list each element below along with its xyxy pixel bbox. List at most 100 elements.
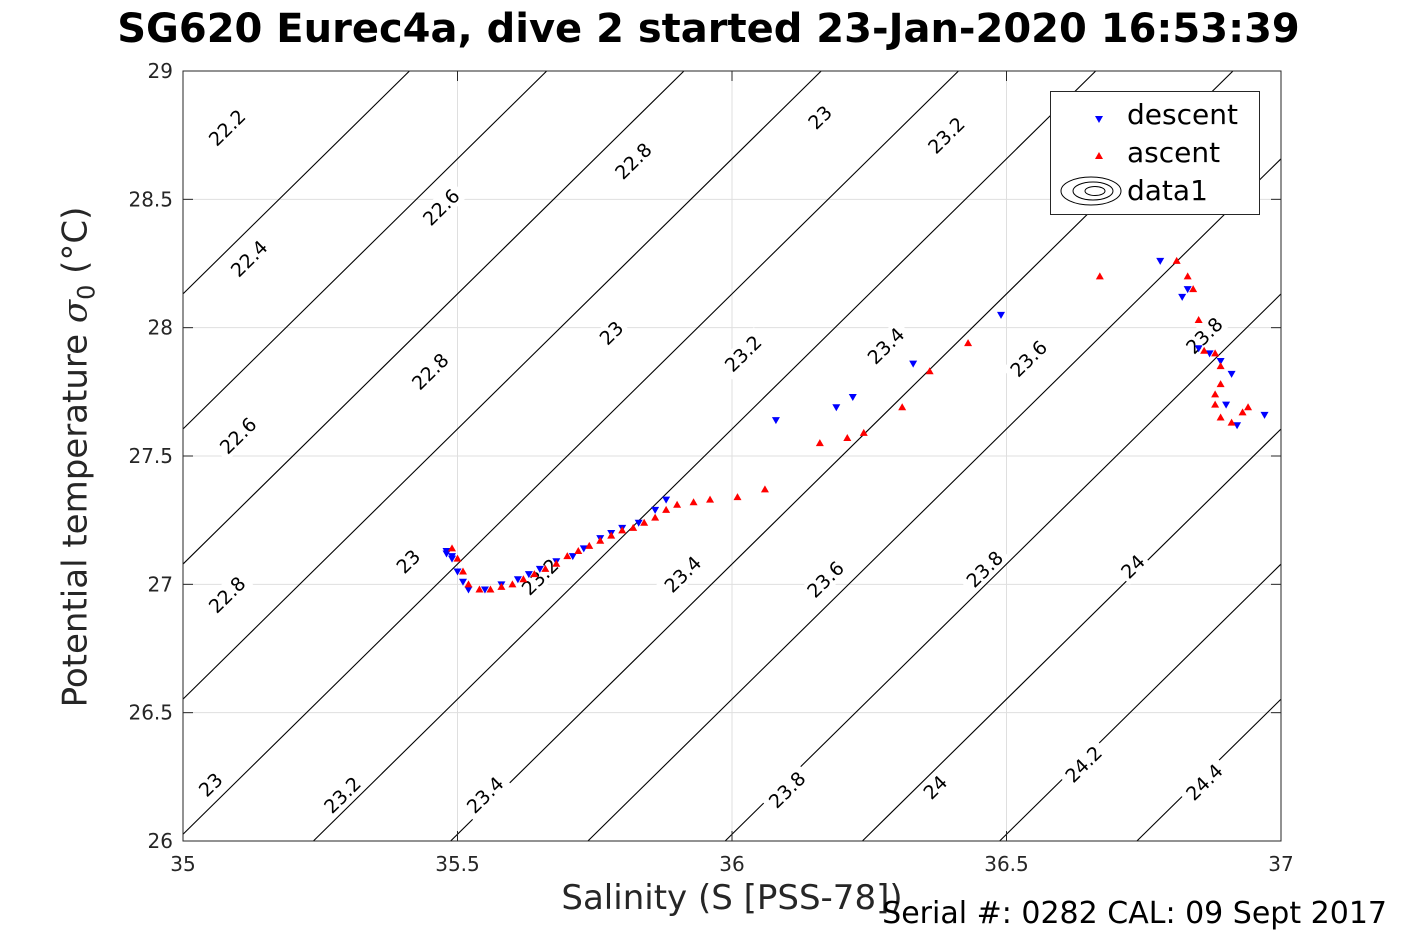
isopycnal-line: [183, 71, 959, 836]
descent-point: [442, 550, 451, 558]
descent-point: [480, 586, 489, 594]
contour-label-bg: [513, 550, 567, 603]
ascent-point: [1183, 272, 1192, 280]
descent-point: [448, 555, 457, 563]
ascent-point: [1227, 418, 1236, 426]
contour-label-bg: [592, 314, 630, 352]
descent-point: [1222, 401, 1231, 409]
isopycnal-line: [1136, 698, 1281, 841]
ascent-point: [552, 559, 561, 567]
y-tick-label: 28.5: [128, 187, 173, 211]
ascent-point: [859, 428, 868, 436]
descent-point: [1260, 411, 1269, 419]
isopycnal-line: [183, 71, 548, 430]
ascent-point: [1216, 413, 1225, 421]
x-tick-label: 37: [1268, 852, 1293, 876]
contour-label-bg: [222, 232, 276, 285]
descent-point: [634, 519, 643, 527]
contour-label-bg: [1114, 548, 1152, 585]
descent-point: [1156, 257, 1165, 265]
y-tick-label: 28: [148, 316, 173, 340]
ascent-point: [453, 554, 462, 562]
ascent-point: [464, 580, 473, 588]
y-axis-label-text: Potential temperature: [55, 323, 96, 708]
legend-label-data1: data1: [1127, 174, 1208, 207]
contour-label-bg: [211, 409, 265, 462]
x-tick-label: 36.5: [984, 852, 1029, 876]
descent-point: [1183, 286, 1192, 294]
series-ascent: [448, 256, 1253, 593]
x-axis-label: Salinity (S [PSS-78]): [561, 878, 903, 918]
axis-ticks: 35 35.5 36 36.5 37 26 26.5 27 27.5 28 28.5 29: [128, 59, 1293, 876]
contour-label-bg: [916, 768, 954, 806]
ascent-point: [607, 531, 616, 539]
contour-label-bg: [315, 768, 369, 821]
y-tick-label: 26.5: [128, 701, 173, 725]
descent-point: [1233, 422, 1242, 430]
x-tick-label: 36: [719, 852, 744, 876]
ascent-point: [1194, 315, 1203, 323]
ascent-point: [530, 570, 539, 578]
descent-marker-icon: [1095, 116, 1103, 123]
ascent-point: [925, 367, 934, 375]
ascent-point: [448, 544, 457, 552]
contour-label-bg: [1177, 755, 1231, 809]
legend-label-descent: descent: [1127, 98, 1238, 131]
ascent-point: [486, 585, 495, 593]
isopycnal-line: [313, 71, 1097, 841]
descent-point: [909, 360, 918, 368]
y-tick-label: 27: [148, 572, 173, 596]
contour-label-bg: [192, 766, 229, 803]
contour-label-bg: [919, 109, 973, 162]
isopycnal-line: [183, 71, 822, 700]
contour-label-bg: [760, 763, 814, 816]
contour-label-bg: [200, 101, 254, 154]
contour-label-bg: [958, 542, 1011, 596]
contour-label-bg: [200, 568, 254, 621]
ascent-point: [843, 434, 852, 442]
contour-label-bg: [656, 547, 709, 601]
contour-label-bg: [859, 319, 912, 372]
ascent-point: [1172, 256, 1181, 264]
legend: descent ascent data1: [1050, 91, 1260, 215]
contour-label-bg: [1002, 332, 1055, 385]
contour-label-bg: [458, 768, 512, 821]
descent-point: [1178, 293, 1187, 301]
ascent-marker-icon: [1095, 152, 1103, 159]
descent-point: [513, 576, 522, 584]
calibration-footer: Serial #: 0282 CAL: 09 Sept 2017: [882, 896, 1387, 931]
descent-point: [458, 578, 467, 586]
ascent-point: [1211, 400, 1220, 408]
x-tick-label: 35: [170, 852, 195, 876]
descent-point: [464, 586, 473, 594]
contour-label-bg: [1177, 309, 1231, 362]
descent-point: [832, 404, 841, 412]
y-tick-label: 26: [148, 829, 173, 853]
ascent-point: [898, 403, 907, 411]
ascent-point: [618, 526, 627, 534]
ascent-point: [1244, 403, 1253, 411]
descent-point: [524, 571, 533, 579]
x-tick-label: 35.5: [435, 852, 480, 876]
descent-point: [771, 417, 780, 425]
ascent-point: [706, 495, 715, 503]
ascent-point: [585, 541, 594, 549]
ascent-point: [508, 580, 517, 588]
descent-point: [1216, 358, 1225, 366]
descent-point: [1194, 345, 1203, 353]
ascent-point: [651, 513, 660, 521]
chart-title: SG620 Eurec4a, dive 2 started 23-Jan-202…: [117, 6, 1300, 52]
y-tick-label: 27.5: [128, 444, 173, 468]
ascent-point: [1216, 380, 1225, 388]
contour-label-bg: [716, 327, 770, 380]
isopycnal-line: [999, 563, 1281, 841]
ascent-point: [596, 536, 605, 544]
series-descent: [442, 257, 1269, 594]
contour-label-bg: [799, 553, 852, 606]
ascent-point: [574, 546, 583, 554]
descent-point: [848, 393, 857, 401]
ascent-point: [689, 498, 698, 506]
contour-label-bg: [389, 542, 427, 580]
descent-point: [662, 496, 671, 504]
descent-point: [1227, 370, 1236, 378]
